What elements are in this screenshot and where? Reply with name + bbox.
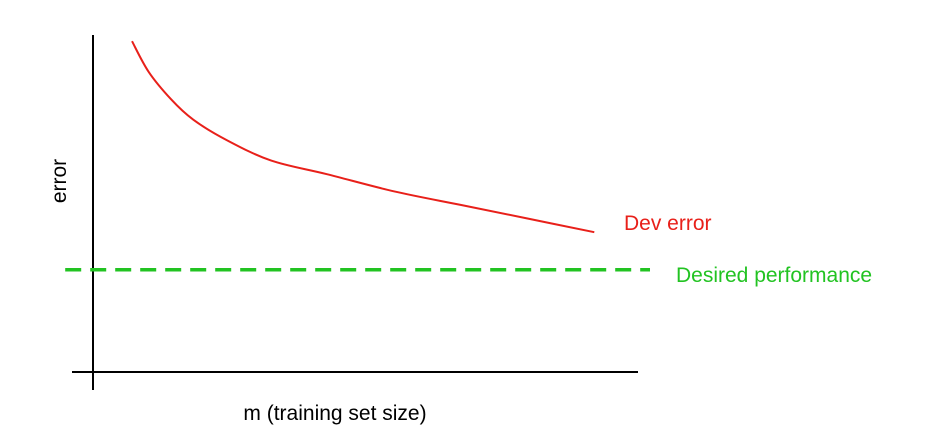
y-axis-label: error [48, 159, 71, 203]
dev-error-label: Dev error [624, 212, 712, 235]
desired-performance-label: Desired performance [676, 264, 872, 287]
dev-error-line [131, 40, 595, 234]
x-axis-label: m (training set size) [243, 402, 426, 425]
